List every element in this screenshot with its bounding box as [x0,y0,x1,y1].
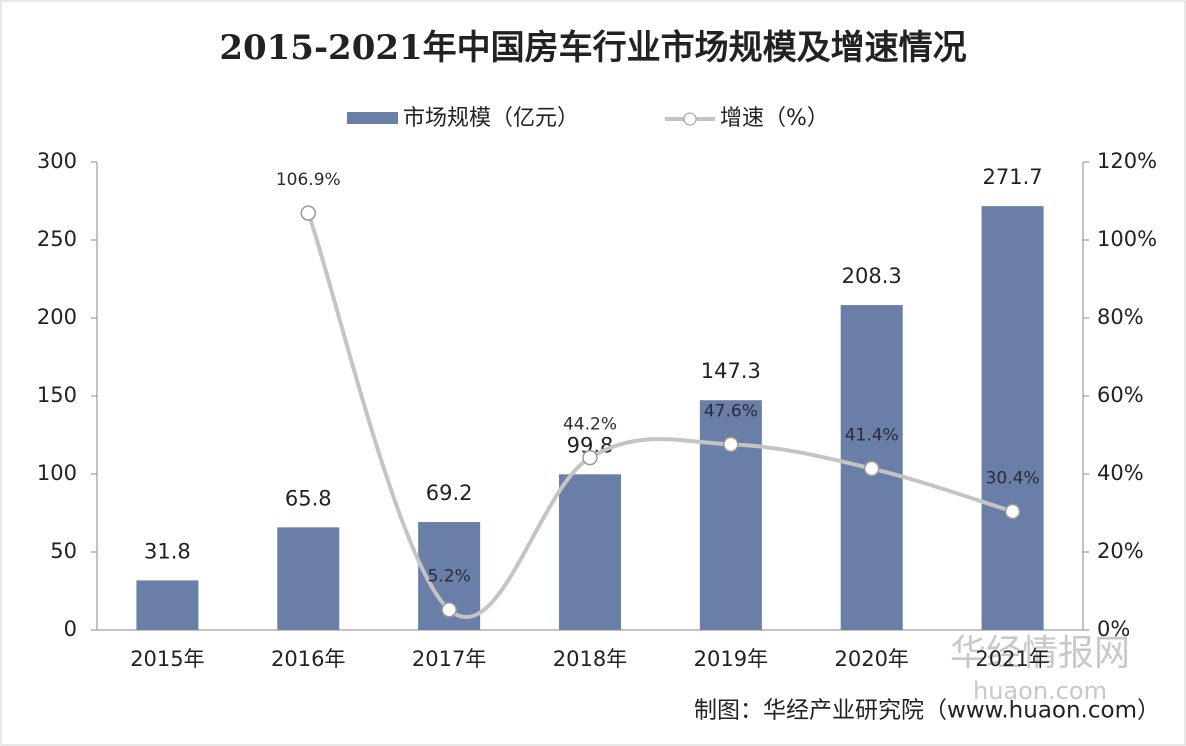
growth-value-label: 106.9% [276,170,341,190]
growth-value-label: 5.2% [428,567,471,587]
bar [136,580,199,630]
y-tick-label: 150 [37,383,77,407]
growth-value-label: 30.4% [986,468,1040,488]
bar-value-label: 65.8 [285,486,332,510]
y2-tick-label: 0% [1097,617,1130,641]
x-tick-label: 2015年 [130,647,204,671]
y-tick-label: 200 [37,305,77,329]
growth-point [863,460,880,477]
watermark: huaon.com [973,677,1107,705]
legend-label: 增速（%） [720,106,829,131]
watermark: 华经情报网 [950,633,1130,674]
x-tick-label: 2019年 [694,647,768,671]
y2-tick-label: 120% [1097,149,1157,173]
y-tick-label: 300 [37,149,77,173]
y2-tick-label: 100% [1097,227,1157,251]
bar-value-label: 208.3 [842,264,902,288]
bar-value-label: 31.8 [144,539,191,563]
legend-swatch [347,112,398,124]
x-tick-label: 2017年 [412,647,486,671]
growth-value-label: 47.6% [704,401,758,421]
y2-tick-label: 20% [1097,539,1144,563]
legend-swatch [683,112,697,126]
growth-point [300,205,317,221]
legend-label: 市场规模（亿元） [403,106,579,131]
bar [277,527,340,630]
bar-value-label: 271.7 [983,165,1043,189]
growth-point [723,436,739,453]
y2-tick-label: 40% [1097,461,1144,485]
y-tick-label: 0 [64,617,77,641]
chart-title: 2015-2021年中国房车行业市场规模及增速情况 [219,28,966,68]
growth-point [1004,503,1021,520]
bar [699,400,762,630]
x-tick-label: 2016年 [271,647,345,671]
bar [559,474,621,630]
y-tick-label: 50 [50,539,77,563]
y2-tick-label: 80% [1097,305,1144,329]
bar-value-label: 69.2 [426,481,473,505]
x-tick-label: 2020年 [834,647,908,671]
growth-value-label: 44.2% [563,415,617,435]
bar [981,206,1044,630]
growth-point [582,449,598,466]
y-tick-label: 250 [37,227,77,251]
growth-value-label: 41.4% [845,426,899,446]
y2-tick-label: 60% [1097,383,1144,407]
bar-value-label: 147.3 [701,359,761,383]
x-tick-label: 2021年 [975,647,1049,671]
y-tick-label: 100 [37,461,77,485]
source: 制图：华经产业研究院（www.huaon.com） [694,698,1160,724]
growth-point [441,601,457,618]
x-tick-label: 2018年 [553,647,627,671]
